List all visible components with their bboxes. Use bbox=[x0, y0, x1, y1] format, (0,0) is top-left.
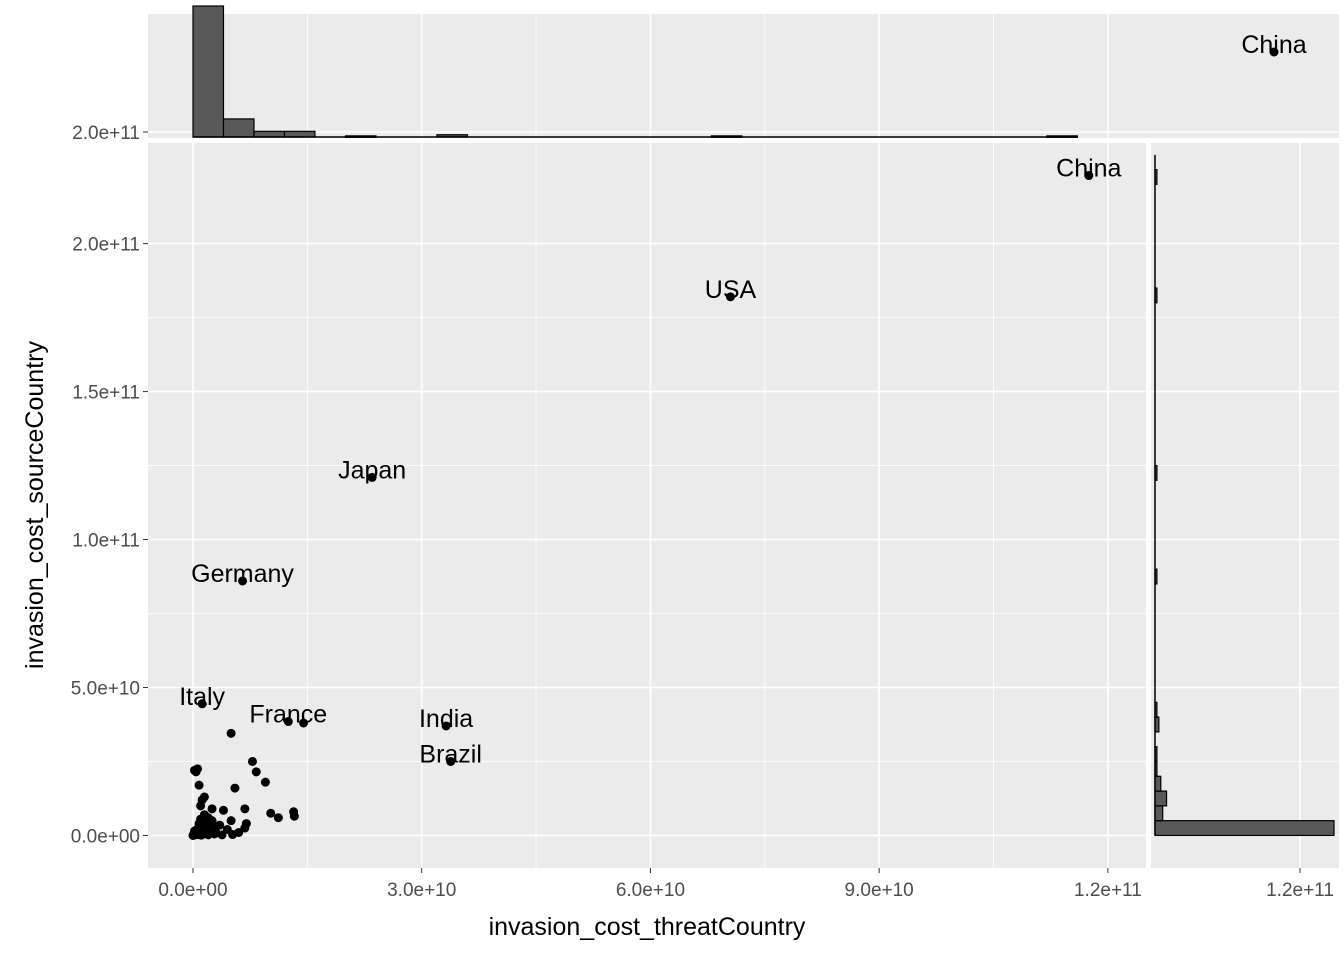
right-histogram-background bbox=[1151, 143, 1339, 868]
y-axis: 0.0e+00 5.0e+10 1.0e+11 1.5e+11 2.0e+11 bbox=[71, 235, 148, 847]
point-label-usa: USA bbox=[705, 276, 757, 304]
scatter-point bbox=[217, 830, 227, 840]
scatter-point bbox=[226, 728, 236, 738]
scatter-point bbox=[230, 783, 240, 793]
scatter-point bbox=[196, 801, 206, 811]
x-tick-label: 1.2e+11 bbox=[1074, 880, 1142, 901]
x-tick-label: 3.0e+10 bbox=[387, 880, 456, 901]
x-tick-label: 0.0e+00 bbox=[158, 880, 227, 901]
scatter-point bbox=[289, 811, 299, 821]
top-histogram-y-tick: 2.0e+11 bbox=[72, 123, 148, 144]
point-label-brazil: Brazil bbox=[419, 740, 482, 768]
labeled-point-india bbox=[441, 721, 451, 731]
scatter-point bbox=[218, 805, 228, 815]
top-histogram-panel: 2.0e+11 China bbox=[72, 5, 1339, 144]
point-label-india: India bbox=[419, 705, 473, 733]
scatter-point bbox=[260, 777, 270, 787]
y-tick-label: 2.0e+11 bbox=[72, 235, 140, 256]
labeled-point-japan bbox=[367, 472, 377, 482]
scatter-point bbox=[240, 804, 250, 814]
top-histogram-bars bbox=[192, 5, 1078, 138]
top-histogram-background bbox=[148, 14, 1339, 138]
scatter-points bbox=[188, 171, 1094, 840]
x-tick-label: 9.0e+10 bbox=[845, 880, 914, 901]
scatter-point bbox=[273, 813, 283, 823]
scatter-point bbox=[266, 808, 276, 818]
scatter-point bbox=[226, 816, 236, 826]
scatter-point bbox=[196, 830, 206, 840]
main-grid bbox=[148, 143, 1146, 868]
y-axis-title: invasion_cost_sourceCountry bbox=[21, 341, 49, 669]
top-histogram-bar bbox=[192, 5, 225, 138]
x-axis-title: invasion_cost_threatCountry bbox=[489, 913, 806, 941]
main-panel-background bbox=[148, 143, 1146, 868]
labeled-point-brazil bbox=[446, 756, 456, 766]
labeled-point-china bbox=[1084, 171, 1094, 181]
right-histogram-bar bbox=[1154, 775, 1162, 792]
right-histogram-bar bbox=[1154, 820, 1335, 837]
y-tick-label: 1.5e+11 bbox=[72, 383, 140, 404]
top-china-point bbox=[1269, 47, 1279, 57]
top-histogram-bar bbox=[283, 130, 316, 138]
right-histogram-panel: 1.2e+11 bbox=[1151, 143, 1339, 901]
scatter-point bbox=[247, 756, 257, 766]
top-china-label: China bbox=[1241, 31, 1306, 59]
point-label-italy: Italy bbox=[179, 683, 225, 711]
scatter-point bbox=[208, 822, 218, 832]
point-label-japan: Japan bbox=[338, 456, 406, 484]
y-tick-label: 5.0e+10 bbox=[71, 678, 140, 699]
x-tick-label: 6.0e+10 bbox=[616, 880, 685, 901]
scatter-point bbox=[299, 718, 309, 728]
scatter-point bbox=[207, 804, 217, 814]
top-china-marker: China bbox=[1241, 31, 1306, 59]
y-tick-label: 1.0e+11 bbox=[72, 531, 140, 552]
point-labels: China USA Japan Germany Italy France India Braz… bbox=[179, 155, 1121, 769]
scatter-point bbox=[209, 829, 219, 839]
point-label-france: France bbox=[249, 701, 327, 729]
scatter-point bbox=[251, 767, 261, 777]
labeled-point-italy bbox=[197, 699, 207, 709]
scatter-point bbox=[200, 818, 210, 828]
scatter-point bbox=[191, 767, 201, 777]
top-histogram-y-tick-label: 2.0e+11 bbox=[72, 123, 140, 144]
main-panel: China USA Japan Germany Italy France India Braz… bbox=[148, 143, 1146, 868]
top-histogram-bar bbox=[222, 118, 255, 138]
right-histogram-bar bbox=[1154, 790, 1168, 807]
right-histogram-bar bbox=[1154, 805, 1164, 822]
scatter-point bbox=[228, 830, 238, 840]
labeled-point-france bbox=[283, 717, 293, 727]
labeled-point-germany bbox=[238, 576, 248, 586]
point-label-germany: Germany bbox=[191, 560, 294, 588]
scatter-point bbox=[215, 820, 225, 830]
right-histogram-x-tick: 1.2e+11 bbox=[1266, 868, 1334, 901]
right-histogram-bars bbox=[1154, 154, 1335, 837]
x-axis: 0.0e+00 3.0e+10 6.0e+10 9.0e+10 1.2e+11 bbox=[158, 868, 1142, 901]
right-histogram-x-tick-label: 1.2e+11 bbox=[1266, 880, 1334, 901]
y-tick-label: 0.0e+00 bbox=[71, 826, 140, 847]
point-label-china: China bbox=[1056, 155, 1121, 183]
top-histogram-bar bbox=[253, 130, 286, 138]
labeled-point-usa bbox=[725, 292, 735, 302]
scatter-point bbox=[199, 792, 209, 802]
scatter-point bbox=[194, 780, 204, 790]
